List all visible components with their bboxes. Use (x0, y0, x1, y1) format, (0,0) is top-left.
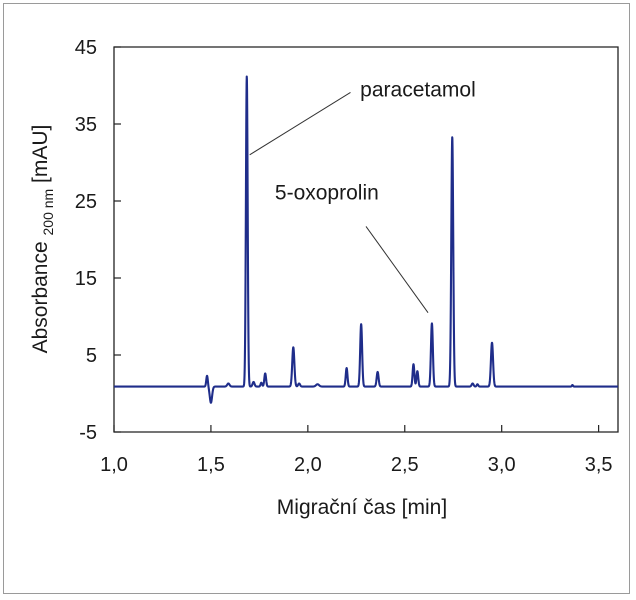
annotations: paracetamol 5-oxoprolin (249, 78, 476, 313)
x-tick-label: 1,0 (100, 454, 128, 476)
y-tick-label: -5 (79, 422, 97, 444)
x-tick-label: 2,0 (294, 454, 322, 476)
annotation-leader-line (249, 92, 351, 156)
y-tick-label: 25 (75, 191, 97, 213)
y-tick-label: 5 (86, 345, 97, 367)
y-axis-label-main: Absorbance (29, 241, 52, 353)
annotation-label: paracetamol (360, 78, 476, 101)
y-axis-label: Absorbance 200 nm [mAU] (29, 125, 58, 354)
y-tick-label: 35 (75, 114, 97, 136)
plot-area: 1,0 1,5 2,0 2,5 3,0 3,5 45 35 25 15 5 -5 paracetam… (75, 37, 619, 476)
x-tick-label: 3,0 (488, 454, 516, 476)
y-tick-label: 15 (75, 268, 97, 290)
annotation-leader-line (365, 226, 429, 313)
y-axis-label-unit: [mAU] (29, 125, 52, 183)
electropherogram-line (113, 75, 619, 404)
annotation-label: 5-oxoprolin (275, 181, 379, 204)
x-tick-label: 3,5 (585, 454, 613, 476)
x-tick-label: 1,5 (197, 454, 225, 476)
axes-box (113, 46, 619, 433)
x-tick-label: 2,5 (391, 454, 419, 476)
x-axis-ticks: 1,0 1,5 2,0 2,5 3,0 3,5 (100, 425, 613, 476)
figure-frame (3, 3, 630, 594)
x-axis-label: Migrační čas [min] (277, 496, 447, 519)
y-axis-label-subscript: 200 nm (40, 189, 56, 236)
y-axis-ticks: 45 35 25 15 5 -5 (75, 37, 121, 444)
y-tick-label: 45 (75, 37, 97, 59)
